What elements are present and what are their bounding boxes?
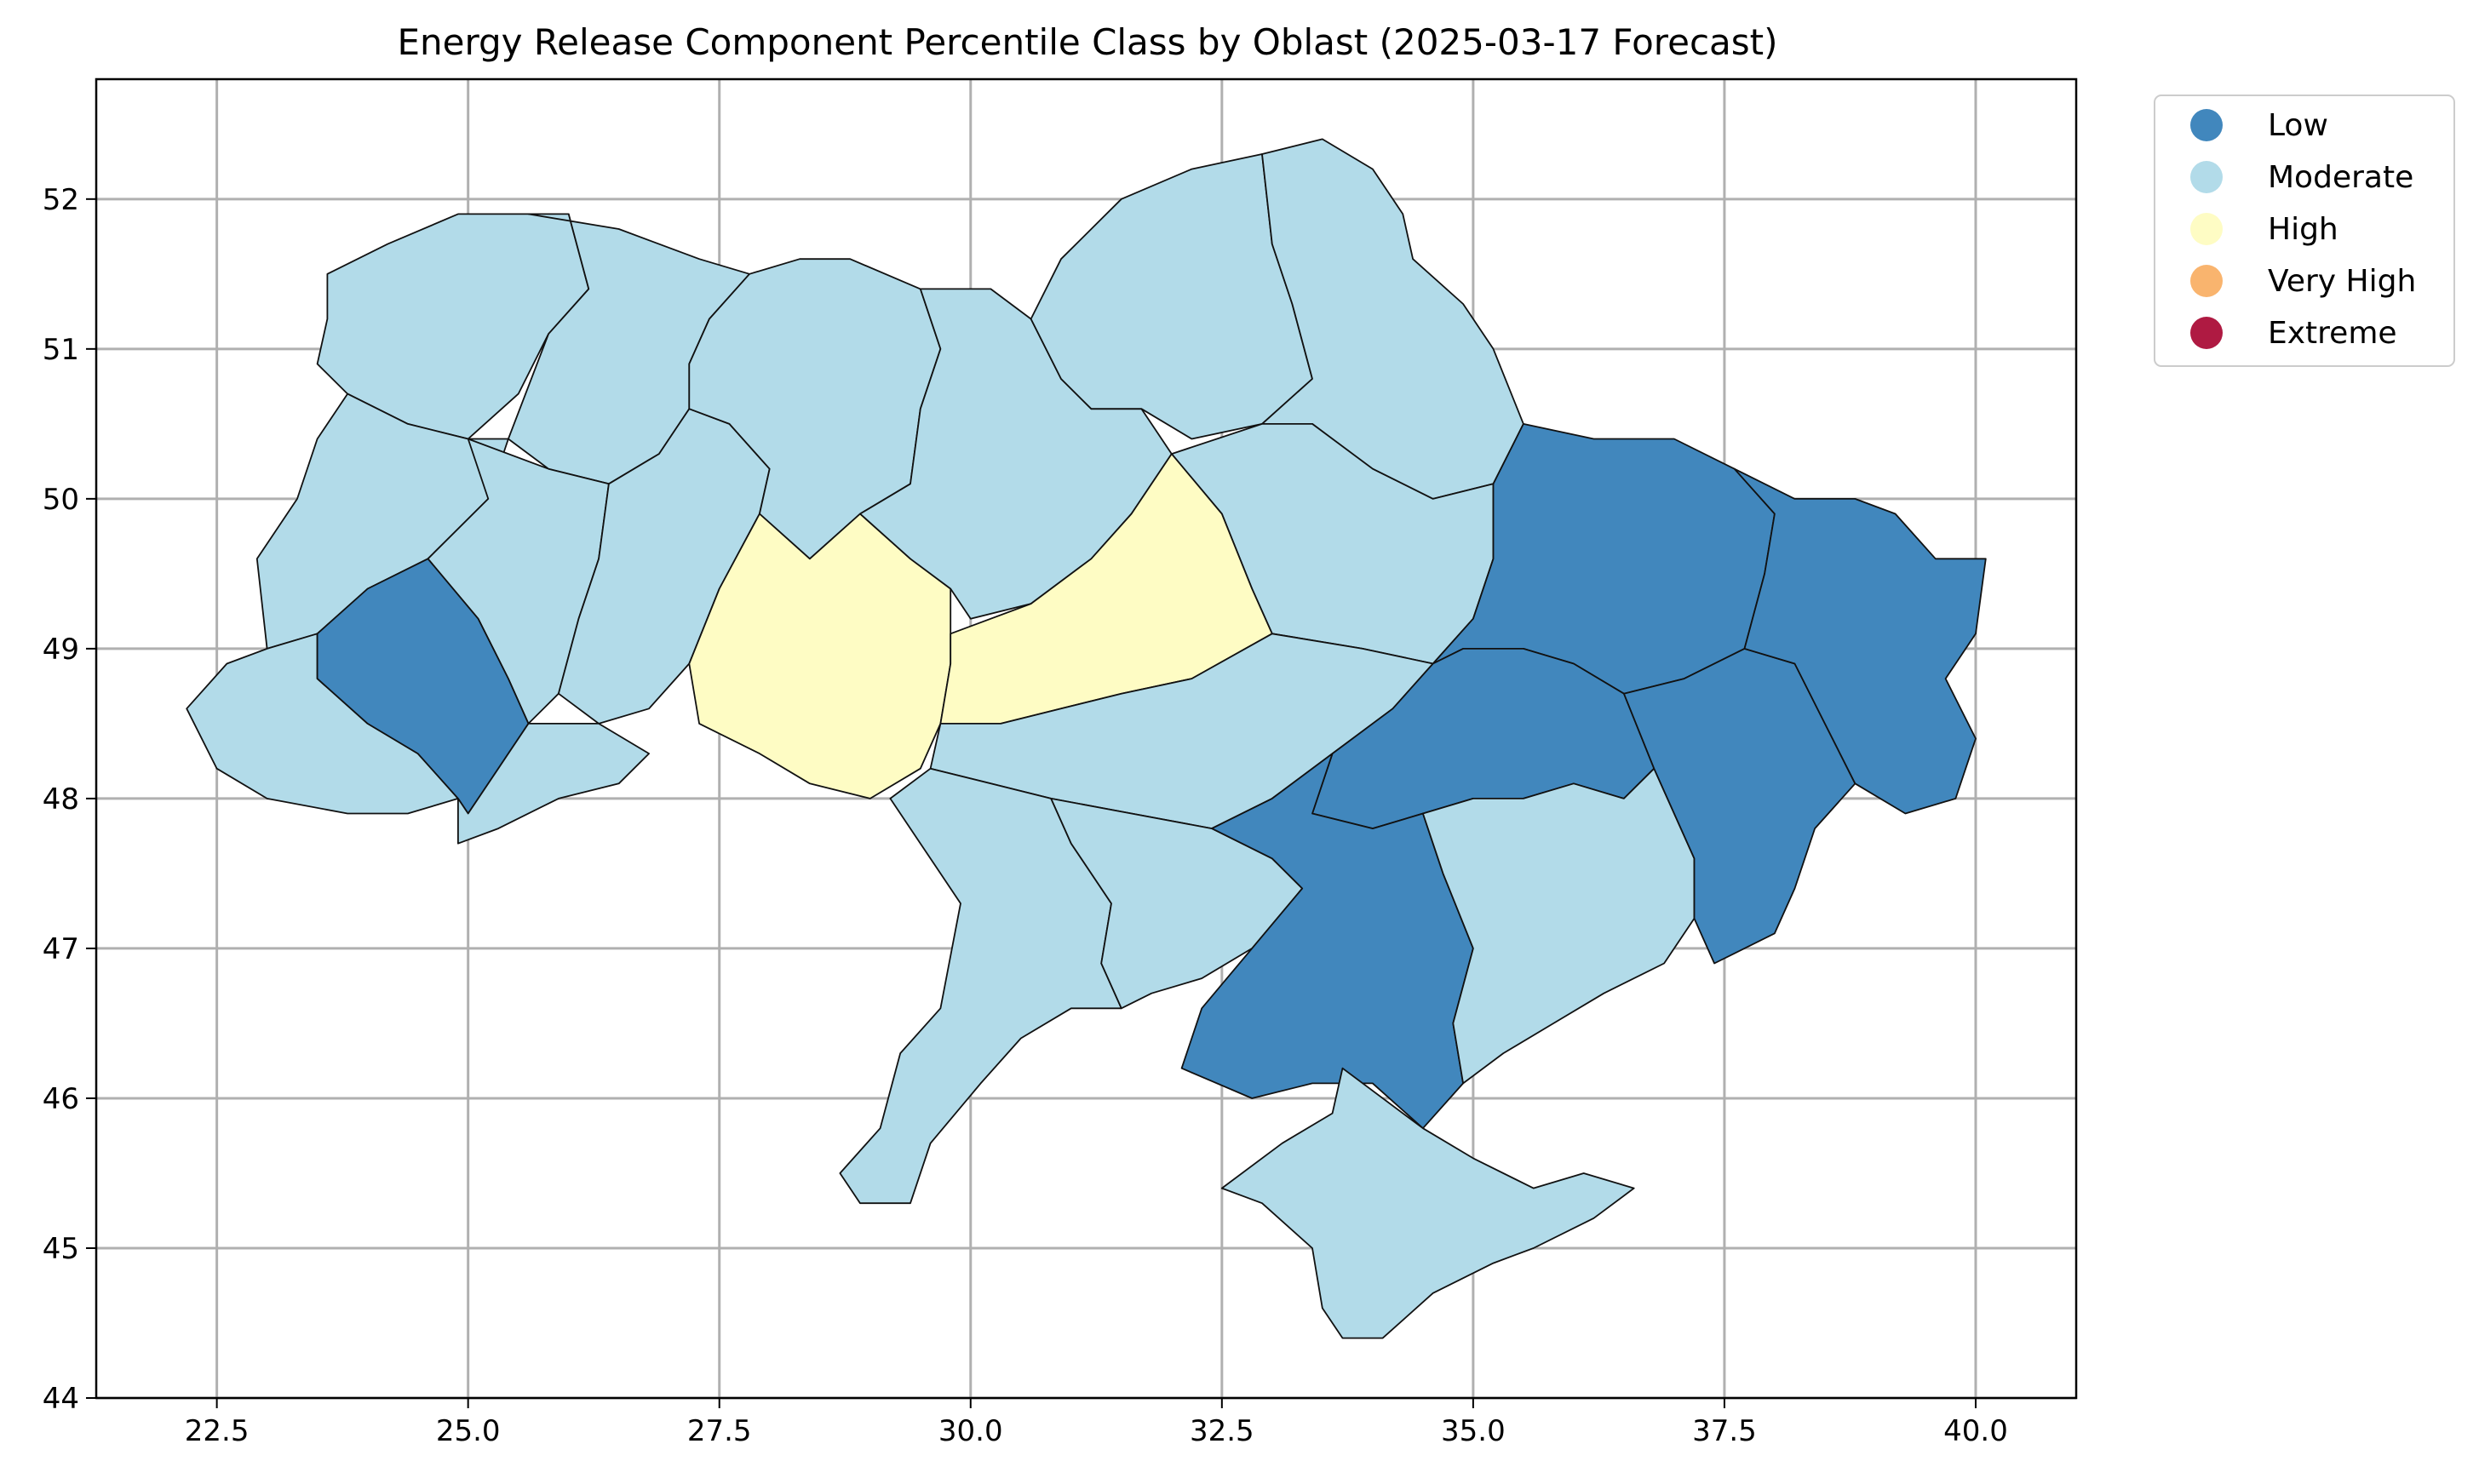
oblast-region-moderate [427, 438, 610, 725]
legend-marker-high [2190, 213, 2223, 245]
oblast-region-low [1180, 753, 1474, 1130]
y-tick-label: 50 [43, 483, 79, 517]
oblast-region-moderate [1220, 1067, 1635, 1339]
oblast-region-moderate [457, 723, 650, 845]
x-tick-label: 40.0 [1943, 1414, 2008, 1448]
oblast-region-moderate [316, 213, 590, 440]
legend-marker-low [2190, 109, 2223, 141]
x-tick-label: 37.5 [1692, 1414, 1757, 1448]
plot-area-frame [95, 77, 2078, 1400]
y-tick-label: 47 [43, 932, 79, 966]
oblast-region-moderate [1422, 767, 1696, 1085]
legend-label: Moderate [2268, 160, 2413, 195]
y-tick-label: 52 [43, 183, 79, 217]
x-tick-label: 25.0 [436, 1414, 501, 1448]
oblast-regions [186, 138, 1987, 1339]
legend-label: Extreme [2268, 316, 2397, 351]
x-tick-label: 32.5 [1190, 1414, 1254, 1448]
legend-marker-very-high [2190, 265, 2223, 297]
y-tick-label: 51 [43, 333, 79, 367]
x-tick-label: 27.5 [687, 1414, 752, 1448]
x-axis-ticks: 22.5 25.0 27.5 30.0 32.5 35.0 37.5 40.0 [185, 1398, 2008, 1448]
x-tick-label: 35.0 [1441, 1414, 1506, 1448]
y-axis-ticks: 44 45 46 47 48 49 50 51 52 [43, 183, 96, 1416]
legend-frame [2154, 95, 2455, 367]
y-tick-label: 46 [43, 1082, 79, 1116]
y-tick-label: 48 [43, 782, 79, 816]
legend-marker-moderate [2190, 161, 2223, 193]
x-tick-label: 22.5 [185, 1414, 250, 1448]
y-tick-label: 45 [43, 1232, 79, 1266]
chart-title: Energy Release Component Percentile Clas… [397, 21, 1777, 63]
x-tick-label: 30.0 [938, 1414, 1003, 1448]
y-tick-label: 49 [43, 633, 79, 667]
legend-marker-extreme [2190, 317, 2223, 349]
legend: Low Moderate High Very High Extreme [2154, 95, 2455, 367]
legend-label: Low [2268, 108, 2328, 143]
oblast-region-low [1733, 467, 1987, 815]
legend-label: High [2268, 212, 2338, 247]
y-tick-label: 44 [43, 1382, 79, 1416]
legend-label: Very High [2268, 264, 2416, 299]
